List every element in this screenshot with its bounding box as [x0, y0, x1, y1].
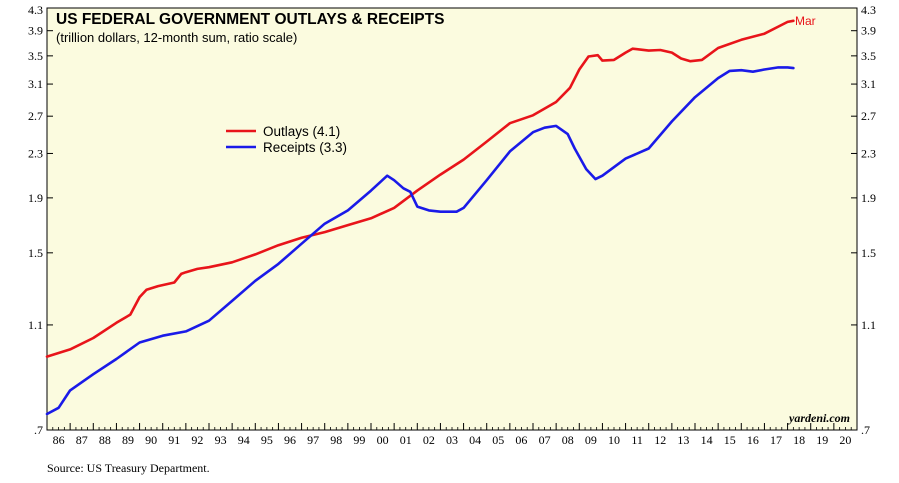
- x-tick-label-17: 17: [770, 433, 782, 447]
- x-tick-label-08: 08: [562, 433, 574, 447]
- plot-area: [46, 7, 858, 431]
- x-tick-label-90: 90: [145, 433, 157, 447]
- y-tick-label-left-6: 1.9: [28, 191, 43, 205]
- y-tick-label-left-4: 2.7: [28, 109, 43, 123]
- y-tick-label-right-0: 4.3: [861, 3, 876, 17]
- x-tick-label-16: 16: [747, 433, 759, 447]
- x-tick-label-89: 89: [122, 433, 134, 447]
- y-tick-label-left-0: 4.3: [28, 3, 43, 17]
- legend: Outlays (4.1) Receipts (3.3): [226, 124, 347, 155]
- x-tick-label-10: 10: [608, 433, 620, 447]
- y-axis-left: 4.3 3.9 3.5 3.1 2.7 2.3 1.9 1.5 1.1 .7: [28, 3, 53, 437]
- x-tick-label-92: 92: [191, 433, 203, 447]
- y-tick-label-left-3: 3.1: [28, 77, 43, 91]
- x-tick-label-19: 19: [816, 433, 828, 447]
- source-note: Source: US Treasury Department.: [47, 461, 210, 475]
- x-tick-label-87: 87: [76, 433, 88, 447]
- y-tick-label-right-3: 3.1: [861, 77, 876, 91]
- y-tick-label-left-1: 3.9: [28, 24, 43, 38]
- series-layer: [45, 19, 795, 416]
- x-tick-label-12: 12: [654, 433, 666, 447]
- x-tick-label-94: 94: [238, 433, 250, 447]
- y-tick-label-right-8: 1.1: [861, 318, 876, 332]
- chart-subtitle: (trillion dollars, 12-month sum, ratio s…: [56, 30, 297, 45]
- x-tick-label-88: 88: [99, 433, 111, 447]
- x-tick-label-96: 96: [284, 433, 296, 447]
- x-tick-label-20: 20: [839, 433, 851, 447]
- series-line-outlays: [45, 19, 795, 358]
- y-tick-label-right-5: 2.3: [861, 146, 876, 160]
- x-tick-label-86: 86: [53, 433, 65, 447]
- x-tick-label-98: 98: [330, 433, 342, 447]
- x-tick-label-91: 91: [168, 433, 180, 447]
- x-tick-label-06: 06: [515, 433, 527, 447]
- x-tick-label-02: 02: [423, 433, 435, 447]
- x-tick-label-13: 13: [677, 433, 689, 447]
- x-tick-label-09: 09: [585, 433, 597, 447]
- y-tick-label-right-6: 1.9: [861, 191, 876, 205]
- y-tick-label-right-1: 3.9: [861, 24, 876, 38]
- x-axis: 86 87 88 89 90 91 92 93 94 95 96 97 98 99 00 01 02 03 04 05…: [46, 423, 858, 447]
- x-tick-label-95: 95: [261, 433, 273, 447]
- x-tick-label-99: 99: [353, 433, 365, 447]
- x-tick-label-04: 04: [469, 433, 481, 447]
- y-tick-label-left-8: 1.1: [28, 318, 43, 332]
- x-tick-label-18: 18: [793, 433, 805, 447]
- outlays-end-label: Mar: [795, 14, 816, 28]
- y-tick-label-right-4: 2.7: [861, 109, 876, 123]
- x-tick-label-01: 01: [400, 433, 412, 447]
- credit-label: yardeni.com: [787, 411, 850, 425]
- y-tick-label-left-2: 3.5: [28, 49, 43, 63]
- x-tick-label-15: 15: [724, 433, 736, 447]
- x-tick-label-07: 07: [539, 433, 551, 447]
- y-tick-label-left-5: 2.3: [28, 146, 43, 160]
- x-tick-label-97: 97: [307, 433, 319, 447]
- x-tick-label-93: 93: [215, 433, 227, 447]
- y-tick-label-right-9: .7: [861, 423, 870, 437]
- x-tick-label-05: 05: [492, 433, 504, 447]
- x-tick-label-11: 11: [631, 433, 643, 447]
- x-tick-label-14: 14: [701, 433, 713, 447]
- y-tick-label-right-2: 3.5: [861, 49, 876, 63]
- x-tick-label-03: 03: [446, 433, 458, 447]
- chart-title: US FEDERAL GOVERNMENT OUTLAYS & RECEIPTS: [56, 11, 444, 28]
- series-line-receipts: [45, 66, 795, 416]
- legend-label-outlays: Outlays (4.1): [263, 124, 340, 139]
- legend-label-receipts: Receipts (3.3): [263, 140, 347, 155]
- x-tick-label-00: 00: [377, 433, 389, 447]
- y-tick-label-left-9: .7: [34, 423, 43, 437]
- y-tick-label-left-7: 1.5: [28, 246, 43, 260]
- y-tick-label-right-7: 1.5: [861, 246, 876, 260]
- y-axis-right: 4.3 3.9 3.5 3.1 2.7 2.3 1.9 1.5 1.1 .7: [851, 3, 876, 437]
